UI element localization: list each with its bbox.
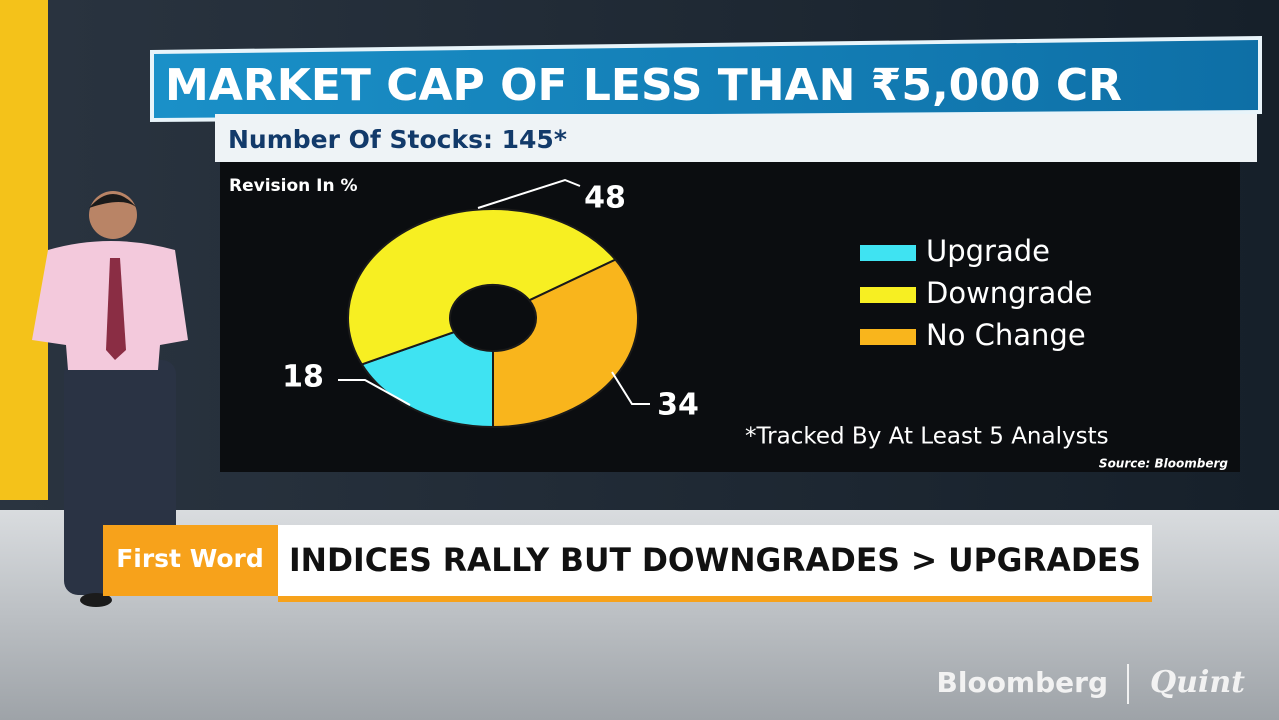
banner-tag: First Word bbox=[116, 544, 264, 573]
pie-slice bbox=[347, 208, 618, 366]
yellow-panel bbox=[0, 0, 48, 500]
legend-swatch bbox=[860, 245, 916, 261]
data-label: 34 bbox=[657, 388, 699, 423]
legend-label: No Change bbox=[926, 318, 1086, 352]
subtitle-bar bbox=[215, 114, 1257, 162]
leader-line bbox=[338, 379, 411, 406]
pie-slice bbox=[492, 258, 639, 429]
presenter bbox=[32, 191, 188, 607]
logo-partner: Quint bbox=[1150, 665, 1245, 700]
data-label: 48 bbox=[584, 181, 626, 216]
title-bar bbox=[154, 40, 1258, 118]
pie-slice bbox=[360, 330, 494, 429]
donut bbox=[347, 208, 639, 429]
data-label: 18 bbox=[282, 360, 324, 395]
chart-title: MARKET CAP OF LESS THAN ₹5,000 CR bbox=[165, 60, 1122, 111]
legend: Upgrade Downgrade No Change bbox=[860, 234, 1093, 352]
banner-underline bbox=[278, 596, 1152, 602]
leader-line bbox=[611, 371, 650, 405]
source: Source: Bloomberg bbox=[1099, 457, 1228, 471]
banner-box bbox=[278, 525, 1152, 596]
chart-subtitle: Number Of Stocks: 145* bbox=[228, 125, 567, 154]
legend-swatch bbox=[860, 287, 916, 303]
banner-tag-box bbox=[103, 525, 278, 596]
axis-label: Revision In % bbox=[229, 176, 358, 196]
legend-label: Upgrade bbox=[926, 234, 1050, 268]
banner-headline: INDICES RALLY BUT DOWNGRADES > UPGRADES bbox=[289, 541, 1141, 579]
leader-line bbox=[477, 178, 581, 209]
legend-label: Downgrade bbox=[926, 276, 1093, 310]
footnote: *Tracked By At Least 5 Analysts bbox=[745, 424, 1109, 450]
logo-brand: Bloomberg bbox=[937, 666, 1108, 699]
legend-swatch bbox=[860, 329, 916, 345]
